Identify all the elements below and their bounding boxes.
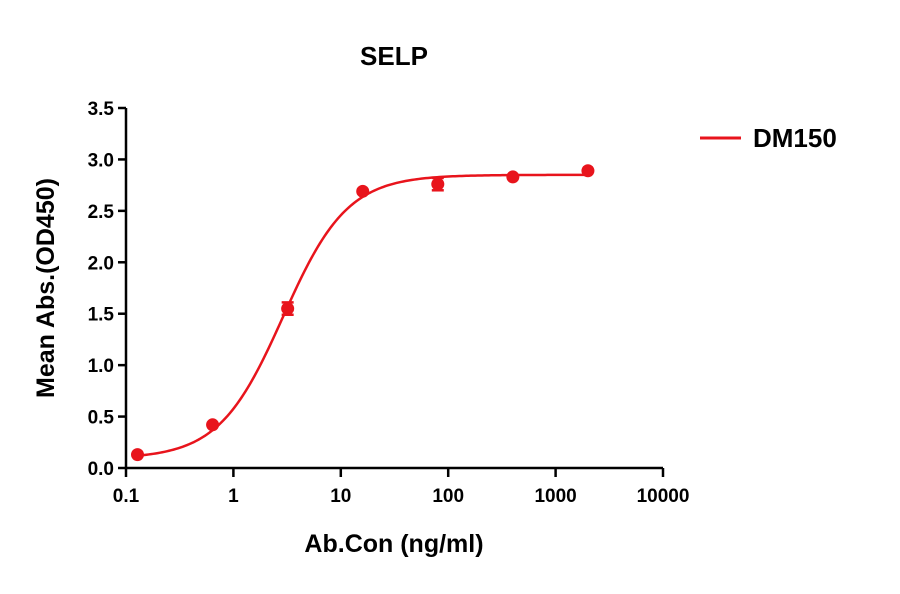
data-point <box>431 177 445 191</box>
legend: DM150 <box>700 123 837 153</box>
y-tick-label: 0.5 <box>88 408 115 429</box>
data-point <box>206 418 220 432</box>
legend-label-dm150: DM150 <box>753 123 837 153</box>
chart-title: SELP <box>360 41 428 71</box>
x-axis-label: Ab.Con (ng/ml) <box>304 530 483 558</box>
x-tick-label: 10 <box>330 486 351 507</box>
x-tick-label: 10000 <box>637 486 690 507</box>
data-points-dm150 <box>131 164 595 462</box>
y-axis-label: Mean Abs.(OD450) <box>32 178 60 398</box>
x-tick-label: 1 <box>228 486 239 507</box>
data-point <box>131 448 145 462</box>
y-tick-label: 1.5 <box>88 305 115 326</box>
y-axis-ticks: 0.0 0.5 1.0 1.5 2.0 2.5 3.0 3.5 <box>88 99 126 480</box>
y-tick-label: 0.0 <box>88 459 114 480</box>
y-tick-label: 3.5 <box>88 99 115 120</box>
fit-curve-dm150 <box>137 173 588 457</box>
y-tick-label: 3.0 <box>88 150 114 171</box>
x-tick-label: 1000 <box>534 486 576 507</box>
data-point <box>281 302 295 316</box>
y-tick-label: 2.5 <box>88 202 115 223</box>
x-tick-label: 0.1 <box>113 486 140 507</box>
data-point <box>581 164 595 178</box>
x-tick-label: 100 <box>432 486 464 507</box>
data-point <box>506 170 520 184</box>
data-point <box>356 184 370 198</box>
y-tick-label: 1.0 <box>88 356 114 377</box>
y-tick-label: 2.0 <box>88 253 114 274</box>
x-axis-ticks: 0.1 1 10 100 1000 10000 <box>113 468 690 507</box>
